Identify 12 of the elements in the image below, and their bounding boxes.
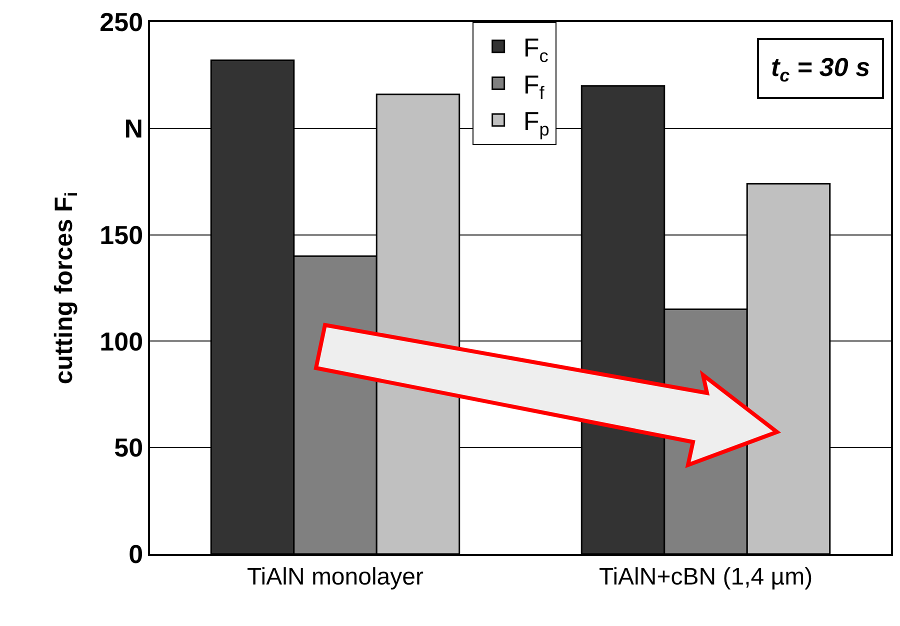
legend-label: F$_{c}$ xyxy=(523,32,548,66)
x-tick-label: TiAlN monolayer xyxy=(247,564,424,591)
annotation: t$_{c}$ = 30 s xyxy=(771,52,870,86)
legend-label: F$_{p}$ xyxy=(523,106,550,140)
y-tick-label: N xyxy=(124,114,144,144)
x-tick-label: TiAlN+cBN (1,4 µm) xyxy=(598,564,813,591)
legend-label: F$_{f}$ xyxy=(523,69,546,103)
y-tick-label: 50 xyxy=(114,432,144,463)
y-tick-label: 250 xyxy=(100,7,144,38)
y-tick-label: 150 xyxy=(100,220,144,250)
y-tick-label: 0 xyxy=(128,539,144,570)
y-tick-label: 100 xyxy=(100,326,144,356)
